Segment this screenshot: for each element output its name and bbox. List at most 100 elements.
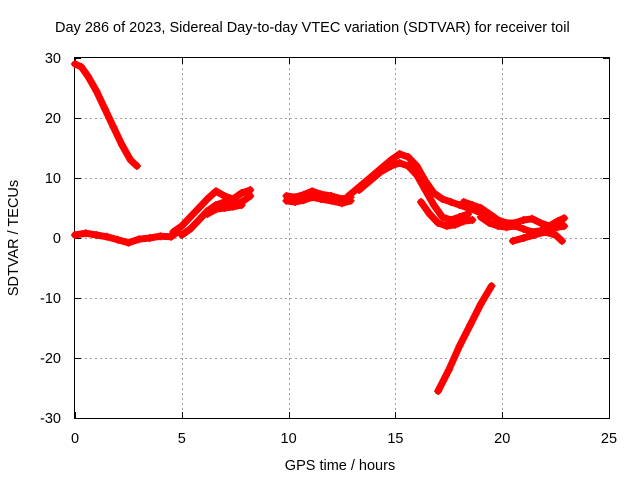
y-tick-label: 0	[53, 231, 61, 247]
data-point	[540, 228, 549, 236]
data-point	[92, 87, 101, 95]
series-trace-descending-early-arc	[71, 60, 141, 170]
data-point	[464, 210, 473, 218]
data-point	[553, 223, 562, 232]
data-point	[103, 232, 112, 241]
data-point	[466, 321, 475, 329]
data-point	[412, 162, 421, 170]
data-point	[560, 214, 569, 223]
data-point	[417, 198, 426, 206]
data-point	[92, 231, 101, 239]
data-point	[186, 225, 195, 233]
data-point	[246, 192, 255, 200]
data-point	[560, 222, 569, 230]
y-tick-label: -10	[40, 291, 61, 307]
x-tick-label: 15	[387, 431, 403, 447]
series-trace-rise-arc-a	[169, 186, 254, 236]
data-point	[124, 238, 133, 247]
data-point	[502, 223, 511, 232]
x-tick-labels: 0 5 10 15 20 25	[71, 431, 617, 447]
x-tick-label: 20	[494, 431, 510, 447]
data-point	[117, 141, 126, 149]
data-point	[327, 196, 336, 205]
data-point	[404, 153, 413, 161]
data-point	[135, 235, 144, 244]
data-point	[344, 192, 353, 200]
data-point	[508, 237, 517, 245]
data-point	[519, 225, 528, 233]
data-point	[355, 186, 364, 194]
data-point	[177, 231, 186, 239]
data-point	[446, 198, 455, 206]
series-layer	[71, 60, 569, 395]
data-point	[113, 235, 122, 244]
data-point	[493, 222, 502, 230]
data-point	[194, 204, 203, 212]
data-point	[308, 193, 317, 202]
data-point	[444, 366, 453, 374]
grid-lines	[75, 58, 609, 418]
data-point	[299, 196, 308, 205]
data-point	[220, 204, 229, 212]
data-point	[438, 195, 447, 203]
data-point	[237, 201, 246, 209]
data-point	[558, 237, 567, 245]
data-point	[338, 199, 346, 208]
y-tick-label: -30	[40, 411, 61, 427]
data-point	[476, 213, 485, 221]
data-point	[109, 123, 118, 131]
data-point	[282, 196, 291, 205]
data-point	[429, 189, 438, 197]
data-point	[77, 63, 86, 71]
y-axis-label: SDTVAR / TECUs	[6, 180, 22, 296]
data-point	[528, 214, 537, 223]
x-axis-label: GPS time / hours	[285, 458, 395, 474]
data-point	[425, 210, 434, 218]
y-tick-labels: -30 -20 -10 0 10 20 30	[40, 51, 61, 427]
data-point	[476, 204, 485, 212]
data-point	[71, 60, 79, 68]
data-point	[203, 195, 212, 203]
data-point	[169, 228, 178, 236]
x-tick-label: 25	[601, 431, 617, 447]
data-point	[316, 195, 325, 203]
data-point	[511, 222, 520, 230]
data-point	[404, 162, 413, 170]
data-point	[156, 232, 165, 241]
data-point	[211, 187, 220, 196]
data-point	[519, 234, 528, 242]
data-point	[186, 213, 195, 221]
data-point	[132, 162, 141, 170]
data-point	[421, 186, 430, 194]
data-point	[81, 229, 90, 238]
y-tick-label: 30	[45, 51, 61, 67]
x-tick-label: 0	[71, 431, 79, 447]
data-point	[429, 201, 438, 209]
data-point	[455, 342, 464, 350]
data-point	[126, 156, 135, 164]
data-point	[551, 231, 560, 239]
data-point	[203, 210, 212, 218]
data-point	[468, 216, 477, 224]
data-point	[459, 198, 468, 206]
data-point	[71, 231, 79, 239]
data-point	[365, 177, 374, 185]
data-point	[468, 201, 477, 209]
data-point	[530, 231, 539, 239]
axis-ticks	[75, 58, 610, 419]
data-point	[412, 171, 421, 179]
data-point	[83, 72, 92, 80]
data-point	[487, 282, 496, 290]
data-point	[434, 219, 443, 227]
data-point	[194, 216, 203, 224]
data-point	[438, 213, 447, 221]
data-point	[536, 219, 545, 227]
data-point	[376, 168, 385, 176]
x-tick-label: 10	[281, 431, 297, 447]
data-point	[395, 150, 404, 158]
data-point	[229, 202, 238, 211]
series-trace-ascending-late-arc	[434, 282, 495, 395]
data-point	[459, 217, 468, 226]
data-point	[451, 220, 460, 229]
